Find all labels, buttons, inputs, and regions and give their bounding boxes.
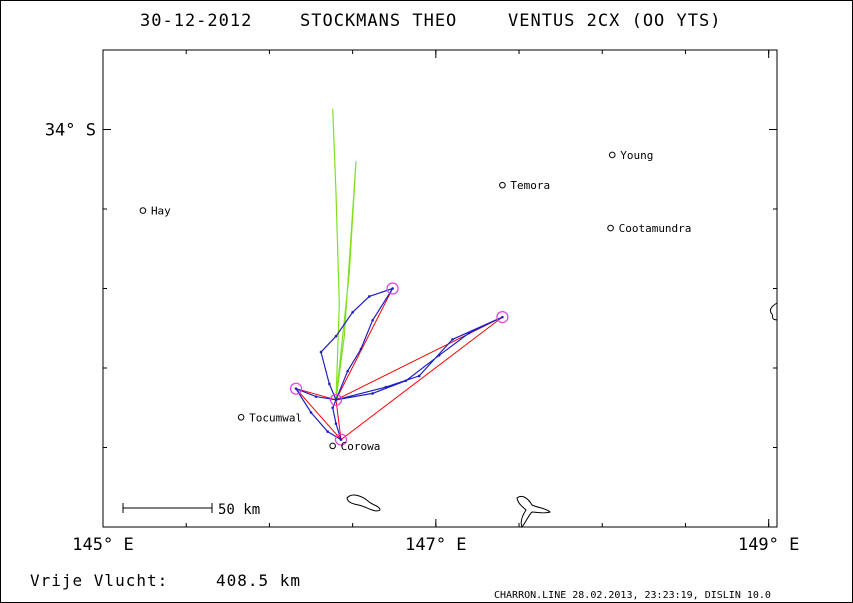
track-point — [467, 331, 471, 335]
town-label: Tocumwal — [249, 411, 302, 424]
track-point — [417, 374, 421, 378]
axes-layer: 145° E 147° E 149° E 34° S — [45, 49, 799, 555]
track-point — [328, 382, 331, 386]
town-label: Cootamundra — [619, 222, 692, 235]
track-point — [384, 385, 388, 389]
turnpoint-marker — [496, 311, 509, 324]
track-point — [326, 430, 329, 433]
turnpoint-marker — [289, 382, 303, 395]
y-tick-label: 34° S — [45, 121, 96, 141]
coast-shape-right — [769, 302, 778, 321]
flight-track-layer — [294, 287, 504, 441]
town-label: Hay — [151, 205, 171, 218]
plot-area — [102, 49, 778, 528]
track-point — [294, 387, 298, 390]
green-track-line — [332, 108, 357, 400]
track-point — [319, 350, 323, 354]
track-point — [339, 438, 343, 441]
x-tick-label: 147° E — [405, 535, 466, 555]
track-point — [501, 315, 504, 319]
header-pilot: STOCKMANS THEO — [300, 11, 457, 31]
town-marker — [139, 207, 147, 214]
river-shape — [516, 495, 551, 528]
turnpoint-marker — [334, 433, 348, 446]
lake-shape-left — [346, 494, 381, 512]
track-point — [314, 395, 318, 398]
scale-bar: 50 km — [122, 502, 260, 518]
flight-label: Vrije Vlucht: — [30, 571, 168, 590]
track-point — [334, 334, 338, 338]
town-marker — [237, 413, 245, 421]
header-glider: VENTUS 2CX (OO YTS) — [508, 11, 721, 31]
track-point — [391, 287, 394, 290]
track-point — [371, 319, 374, 322]
task-line — [335, 316, 503, 440]
track-point — [367, 295, 371, 298]
town-marker — [607, 224, 614, 232]
plot-border — [102, 49, 778, 528]
x-tick-label: 149° E — [738, 535, 799, 555]
green-track-layer — [332, 108, 357, 400]
scale-bar-label: 50 km — [218, 502, 260, 518]
track-point — [371, 392, 374, 395]
town-label: Temora — [510, 179, 550, 192]
software-stamp: CHARRON.LINE 28.02.2013, 23:23:19, DISLI… — [494, 590, 771, 601]
track-point — [309, 411, 313, 414]
town-label: Young — [620, 149, 653, 162]
header-date: 30-12-2012 — [140, 11, 252, 31]
flight-distance: 408.5 km — [216, 571, 301, 590]
x-tick-label: 145° E — [72, 535, 133, 555]
track-point — [334, 398, 338, 402]
track-point — [346, 369, 349, 373]
towns-layer: Hay Temora Young Cootamundra Tocumwal Corowa — [139, 149, 692, 453]
track-point — [451, 338, 454, 341]
track-point — [359, 347, 363, 351]
task-lines-layer — [294, 288, 503, 440]
track-point — [404, 379, 408, 383]
town-marker — [499, 181, 506, 189]
town-marker — [608, 151, 616, 159]
town-marker — [329, 442, 336, 450]
task-line — [335, 288, 394, 440]
track-point — [331, 406, 334, 410]
track-point — [351, 311, 354, 314]
turnpoints-layer — [289, 282, 509, 446]
turnpoint-marker — [329, 393, 343, 406]
track-point — [334, 422, 338, 425]
flight-track-line — [294, 287, 503, 441]
track-point — [437, 353, 441, 357]
turnpoint-marker — [386, 282, 399, 295]
town-label: Corowa — [341, 440, 381, 453]
